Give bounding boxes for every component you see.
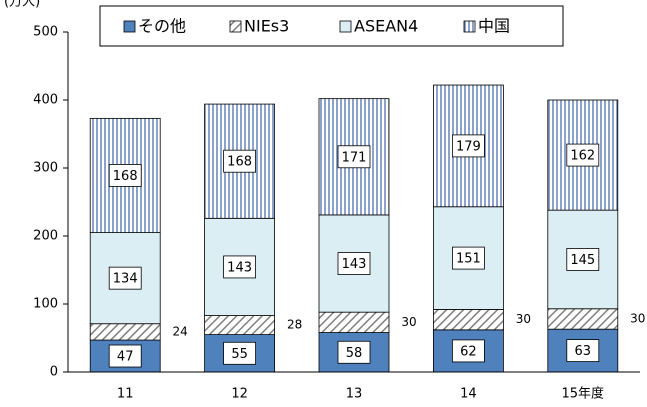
value-label-box bbox=[451, 246, 485, 270]
y-tick-label: 0 bbox=[50, 365, 58, 380]
legend-label: その他 bbox=[138, 17, 186, 36]
legend-swatch bbox=[229, 20, 242, 33]
x-tick-label: 14 bbox=[460, 387, 477, 402]
value-label-box bbox=[108, 164, 142, 187]
value-label: 168 bbox=[113, 169, 138, 184]
x-tick-label: 13 bbox=[346, 387, 363, 402]
value-label: 145 bbox=[570, 253, 595, 268]
x-tick-label: 15年度 bbox=[562, 386, 605, 402]
value-label-box bbox=[451, 339, 485, 363]
bar-segment bbox=[547, 308, 619, 330]
value-label-box bbox=[108, 266, 142, 290]
y-tick-label: 500 bbox=[33, 25, 58, 40]
value-label-box bbox=[223, 341, 257, 365]
value-label: 179 bbox=[456, 139, 481, 154]
legend-label: NIEs3 bbox=[244, 17, 289, 36]
value-label-box bbox=[223, 149, 257, 173]
value-label: 171 bbox=[342, 150, 367, 165]
value-label: 143 bbox=[342, 257, 367, 272]
x-tick-label: 11 bbox=[117, 387, 134, 402]
value-label-box bbox=[337, 252, 371, 275]
x-tick-label: 12 bbox=[231, 387, 248, 402]
value-label-box bbox=[337, 145, 371, 169]
value-label: 62 bbox=[460, 344, 477, 359]
legend-label: 中国 bbox=[478, 17, 510, 36]
value-label: 24 bbox=[173, 324, 188, 338]
value-label-box bbox=[337, 340, 371, 364]
value-label: 168 bbox=[227, 155, 252, 170]
y-axis-label: (万人) bbox=[4, 0, 40, 10]
value-label: 55 bbox=[231, 347, 248, 362]
bar-segment bbox=[432, 309, 504, 331]
legend-swatch bbox=[339, 20, 352, 33]
value-label-box bbox=[566, 339, 600, 362]
legend-swatch bbox=[123, 20, 136, 33]
value-label: 28 bbox=[287, 318, 302, 332]
bar-segment bbox=[204, 315, 276, 335]
legend-box bbox=[99, 5, 564, 47]
value-label: 134 bbox=[113, 272, 138, 287]
value-label: 63 bbox=[575, 344, 592, 359]
bar-segment bbox=[89, 323, 161, 341]
value-label-box bbox=[451, 134, 485, 158]
value-label: 143 bbox=[227, 260, 252, 275]
value-label: 47 bbox=[117, 350, 134, 365]
value-label: 30 bbox=[401, 315, 416, 329]
y-tick-label: 200 bbox=[33, 229, 58, 244]
y-tick-label: 400 bbox=[33, 93, 58, 108]
value-label: 162 bbox=[570, 149, 595, 164]
value-label: 151 bbox=[456, 252, 481, 267]
value-label-box bbox=[566, 143, 600, 167]
legend-label: ASEAN4 bbox=[354, 17, 418, 36]
y-tick-label: 100 bbox=[33, 297, 58, 312]
value-label-box bbox=[108, 344, 142, 368]
value-label-box bbox=[223, 255, 257, 279]
y-tick-label: 300 bbox=[33, 161, 58, 176]
legend-swatch bbox=[463, 20, 476, 33]
value-label: 58 bbox=[346, 346, 363, 361]
value-label: 30 bbox=[516, 312, 531, 326]
value-label: 30 bbox=[630, 311, 645, 325]
value-label-box bbox=[566, 248, 600, 271]
bar-segment bbox=[318, 311, 390, 333]
